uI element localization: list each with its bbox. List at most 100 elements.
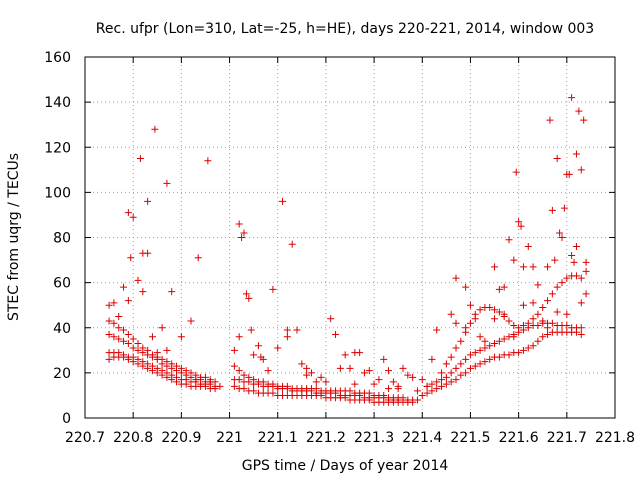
data-point — [433, 378, 441, 386]
data-point — [577, 274, 585, 282]
data-point — [524, 243, 532, 251]
data-point — [563, 321, 571, 329]
data-point — [452, 376, 460, 384]
data-point — [283, 333, 291, 341]
data-point — [168, 360, 176, 368]
data-point — [452, 319, 460, 327]
data-point — [519, 321, 527, 329]
data-point — [519, 346, 527, 354]
data-point — [254, 342, 262, 350]
data-point — [476, 333, 484, 341]
data-point — [158, 355, 166, 363]
data-point — [129, 353, 137, 361]
x-tick-label: 221.8 — [595, 430, 635, 446]
data-point — [572, 243, 580, 251]
data-point — [512, 168, 520, 176]
data-point — [346, 387, 354, 395]
data-point — [235, 333, 243, 341]
data-point — [322, 378, 330, 386]
data-point — [551, 256, 559, 264]
data-point — [510, 321, 518, 329]
data-point — [129, 335, 137, 343]
data-point — [471, 362, 479, 370]
data-point — [336, 364, 344, 372]
data-point — [546, 116, 554, 124]
data-point — [148, 333, 156, 341]
data-point — [115, 335, 123, 343]
data-point — [327, 315, 335, 323]
data-point — [360, 369, 368, 377]
data-point — [182, 367, 190, 375]
data-point — [274, 344, 282, 352]
data-point — [515, 349, 523, 357]
data-point — [548, 290, 556, 298]
data-point — [491, 263, 499, 271]
data-point — [539, 303, 547, 311]
data-point — [264, 367, 272, 375]
data-point — [230, 362, 238, 370]
data-point — [471, 349, 479, 357]
data-point — [462, 324, 470, 332]
data-point — [235, 367, 243, 375]
data-point — [423, 382, 431, 390]
y-tick-label: 60 — [53, 276, 71, 292]
data-point — [110, 299, 118, 307]
data-point — [235, 220, 243, 228]
data-point — [428, 380, 436, 388]
data-point — [577, 299, 585, 307]
data-point — [168, 288, 176, 296]
data-point — [134, 276, 142, 284]
x-tick-label: 220.9 — [161, 430, 201, 446]
data-point — [447, 369, 455, 377]
data-point — [269, 389, 277, 397]
data-point — [413, 396, 421, 404]
data-point — [206, 376, 214, 384]
x-axis-label: GPS time / Days of year 2014 — [242, 458, 449, 474]
data-point — [438, 369, 446, 377]
data-point — [307, 369, 315, 377]
data-point — [582, 267, 590, 275]
data-point — [568, 94, 576, 102]
data-point — [466, 319, 474, 327]
x-tick-label: 221.4 — [402, 430, 442, 446]
data-point — [124, 297, 132, 305]
data-point — [356, 349, 364, 357]
data-point — [560, 204, 568, 212]
data-point — [452, 364, 460, 372]
data-point — [177, 333, 185, 341]
data-point — [105, 331, 113, 339]
data-point — [447, 353, 455, 361]
data-point — [283, 326, 291, 334]
data-point — [553, 155, 561, 163]
data-point — [303, 364, 311, 372]
data-point — [250, 387, 258, 395]
data-point — [433, 385, 441, 393]
data-point — [259, 378, 267, 386]
data-point — [442, 373, 450, 381]
data-point — [519, 263, 527, 271]
data-point — [471, 315, 479, 323]
data-point — [495, 308, 503, 316]
data-point — [247, 326, 255, 334]
data-point — [134, 340, 142, 348]
data-point — [365, 367, 373, 375]
data-point — [495, 353, 503, 361]
data-point — [544, 297, 552, 305]
data-point — [428, 387, 436, 395]
data-point — [529, 315, 537, 323]
data-point — [529, 299, 537, 307]
data-point — [572, 150, 580, 158]
y-tick-label: 0 — [62, 411, 71, 427]
data-point — [534, 281, 542, 289]
data-point — [577, 331, 585, 339]
data-point — [259, 355, 267, 363]
data-point — [240, 385, 248, 393]
data-point — [201, 373, 209, 381]
data-point — [438, 376, 446, 384]
data-point — [380, 355, 388, 363]
data-point — [124, 331, 132, 339]
data-point — [457, 337, 465, 345]
data-point — [139, 358, 147, 366]
data-point — [399, 394, 407, 402]
x-tick-label: 221.7 — [547, 430, 587, 446]
